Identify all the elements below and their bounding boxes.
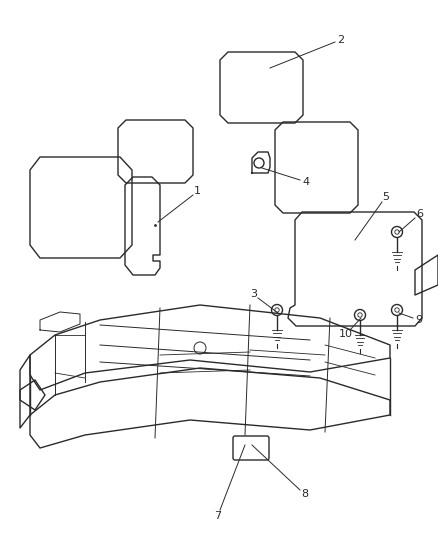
Text: 2: 2 [337, 35, 344, 45]
Text: 5: 5 [382, 192, 389, 202]
Text: 4: 4 [302, 177, 309, 187]
Text: 9: 9 [415, 315, 422, 325]
Text: 7: 7 [214, 511, 221, 521]
Text: 1: 1 [194, 187, 201, 196]
Text: 3: 3 [250, 289, 257, 300]
Text: 6: 6 [416, 209, 423, 219]
Text: 8: 8 [301, 489, 308, 499]
Text: 10: 10 [339, 329, 353, 340]
